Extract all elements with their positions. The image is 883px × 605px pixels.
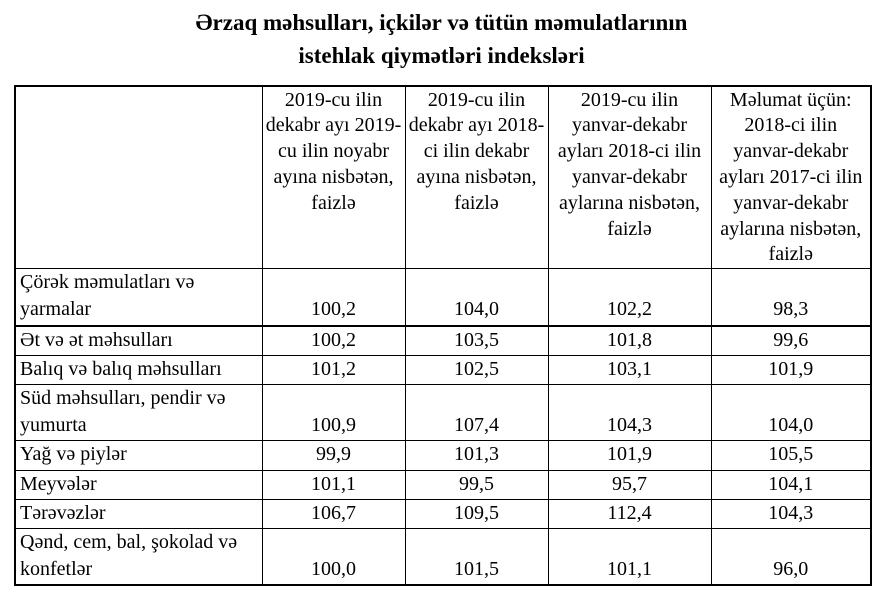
table-header: 2019-cu ilin dekabr ayı 2019-cu ilin noy… <box>14 85 872 270</box>
price-index-table: 2019-cu ilin dekabr ayı 2019-cu ilin noy… <box>14 84 872 587</box>
page-title-line2: istehlak qiymətləri indeksləri <box>298 43 585 69</box>
column-header-empty <box>14 85 263 270</box>
value-cell: 109,5 <box>404 498 549 529</box>
table-body: Çörək məmulatları və yarmalar 100,2 104,0 1… <box>14 268 872 586</box>
table-row: Balıq və balıq məhsulları 101,2 102,5 103,1… <box>14 354 872 386</box>
value-cell: 107,4 <box>404 384 549 442</box>
row-label: Çörək məmulatları və yarmalar <box>14 268 263 327</box>
value-cell: 103,5 <box>404 325 549 356</box>
row-label: Ət və ət məhsulları <box>14 325 263 356</box>
table-row: Tərəvəzlər 106,7 109,5 112,4 104,3 <box>14 498 872 529</box>
table-row: Ət və ət məhsulları 100,2 103,5 101,8 99,6 <box>14 325 872 356</box>
value-cell: 99,6 <box>710 325 872 356</box>
row-label: Balıq və balıq məhsulları <box>14 354 263 386</box>
row-label: Tərəvəzlər <box>14 498 263 529</box>
value-cell: 104,0 <box>404 268 549 327</box>
value-cell: 112,4 <box>547 498 712 529</box>
row-label: Qənd, cem, bal, şokolad və konfetlər <box>14 527 263 586</box>
column-header-dec2019-vs-nov2019: 2019-cu ilin dekabr ayı 2019-cu ilin noy… <box>261 85 406 270</box>
header-row: 2019-cu ilin dekabr ayı 2019-cu ilin noy… <box>14 85 872 270</box>
row-label: Süd məhsulları, pendir və yumurta <box>14 384 263 442</box>
value-cell: 100,0 <box>261 527 406 586</box>
value-cell: 102,2 <box>547 268 712 327</box>
value-cell: 104,0 <box>710 384 872 442</box>
value-cell: 101,5 <box>404 527 549 586</box>
value-cell: 104,3 <box>547 384 712 442</box>
value-cell: 95,7 <box>547 469 712 500</box>
value-cell: 99,9 <box>261 440 406 471</box>
column-header-jandec2019-vs-jandec2018: 2019-cu ilin yanvar-dekabr ayları 2018-c… <box>547 85 712 270</box>
value-cell: 100,9 <box>261 384 406 442</box>
value-cell: 101,9 <box>547 440 712 471</box>
value-cell: 103,1 <box>547 354 712 386</box>
value-cell: 104,3 <box>710 498 872 529</box>
value-cell: 101,1 <box>261 469 406 500</box>
value-cell: 99,5 <box>404 469 549 500</box>
table-row: Yağ və piylər 99,9 101,3 101,9 105,5 <box>14 440 872 471</box>
value-cell: 101,2 <box>261 354 406 386</box>
value-cell: 100,2 <box>261 325 406 356</box>
value-cell: 96,0 <box>710 527 872 586</box>
value-cell: 104,1 <box>710 469 872 500</box>
page-title: Ərzaq məhsulları, içkilər və tütün məmul… <box>0 6 883 73</box>
table-row: Çörək məmulatları və yarmalar 100,2 104,0 1… <box>14 268 872 327</box>
value-cell: 101,3 <box>404 440 549 471</box>
table-row: Süd məhsulları, pendir və yumurta 100,9 10… <box>14 384 872 442</box>
row-label: Meyvələr <box>14 469 263 500</box>
value-cell: 101,1 <box>547 527 712 586</box>
value-cell: 102,5 <box>404 354 549 386</box>
value-cell: 98,3 <box>710 268 872 327</box>
value-cell: 101,9 <box>710 354 872 386</box>
value-cell: 101,8 <box>547 325 712 356</box>
value-cell: 105,5 <box>710 440 872 471</box>
column-header-dec2019-vs-dec2018: 2019-cu ilin dekabr ayı 2018-ci ilin dek… <box>404 85 549 270</box>
table-row: Qənd, cem, bal, şokolad və konfetlər 100,… <box>14 527 872 586</box>
value-cell: 106,7 <box>261 498 406 529</box>
page-title-line1: Ərzaq məhsulları, içkilər və tütün məmul… <box>195 10 688 35</box>
column-header-jandec2018-vs-jandec2017: Məlumat üçün: 2018-ci ilin yanvar-dekabr… <box>710 85 872 270</box>
value-cell: 100,2 <box>261 268 406 327</box>
table-row: Meyvələr 101,1 99,5 95,7 104,1 <box>14 469 872 500</box>
row-label: Yağ və piylər <box>14 440 263 471</box>
